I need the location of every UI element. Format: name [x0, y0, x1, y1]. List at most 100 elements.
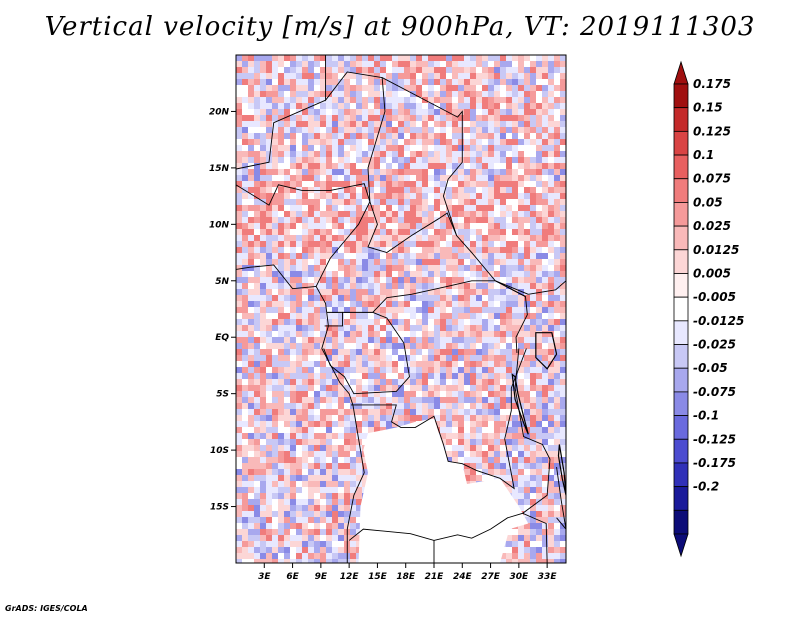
- field-cell: [308, 403, 314, 409]
- field-cell: [476, 151, 482, 157]
- field-cell: [536, 97, 542, 103]
- field-cell: [542, 433, 548, 439]
- field-cell: [506, 121, 512, 127]
- field-cell: [446, 319, 452, 325]
- field-cell: [494, 325, 500, 331]
- field-cell: [464, 415, 470, 421]
- field-cell: [470, 67, 476, 73]
- field-cell: [326, 559, 332, 563]
- lon-tick-label: 24E: [453, 572, 473, 582]
- field-cell: [314, 115, 320, 121]
- field-cell: [242, 109, 248, 115]
- field-cell: [326, 379, 332, 385]
- field-cell: [554, 445, 560, 451]
- field-cell: [392, 121, 398, 127]
- field-cell: [500, 133, 506, 139]
- field-cell: [404, 247, 410, 253]
- field-cell: [290, 211, 296, 217]
- field-cell: [332, 217, 338, 223]
- field-cell: [338, 475, 344, 481]
- field-cell: [434, 163, 440, 169]
- field-cell: [374, 157, 380, 163]
- field-cell: [332, 505, 338, 511]
- field-cell: [314, 151, 320, 157]
- field-cell: [308, 121, 314, 127]
- field-cell: [344, 337, 350, 343]
- field-cell: [548, 433, 554, 439]
- field-cell: [290, 451, 296, 457]
- field-cell: [272, 277, 278, 283]
- field-cell: [314, 403, 320, 409]
- field-cell: [338, 541, 344, 547]
- field-cell: [284, 265, 290, 271]
- field-cell: [548, 247, 554, 253]
- field-cell: [470, 55, 476, 61]
- field-cell: [506, 61, 512, 67]
- field-cell: [416, 85, 422, 91]
- field-cell: [494, 73, 500, 79]
- field-cell: [290, 163, 296, 169]
- field-cell: [398, 337, 404, 343]
- field-cell: [524, 349, 530, 355]
- field-cell: [266, 367, 272, 373]
- field-cell: [236, 331, 242, 337]
- field-cell: [302, 169, 308, 175]
- field-cell: [326, 127, 332, 133]
- field-cell: [350, 271, 356, 277]
- field-cell: [308, 367, 314, 373]
- field-cell: [314, 235, 320, 241]
- lat-tick-label: 20N: [209, 107, 230, 117]
- field-cell: [542, 331, 548, 337]
- field-cell: [470, 85, 476, 91]
- field-cell: [494, 247, 500, 253]
- field-cell: [326, 169, 332, 175]
- field-cell: [272, 139, 278, 145]
- field-cell: [500, 157, 506, 163]
- field-cell: [476, 127, 482, 133]
- field-cell: [446, 427, 452, 433]
- field-cell: [512, 415, 518, 421]
- field-cell: [272, 475, 278, 481]
- lat-tick-label: 10N: [209, 220, 230, 230]
- field-cell: [422, 259, 428, 265]
- field-cell: [464, 199, 470, 205]
- field-cell: [434, 97, 440, 103]
- field-cell: [272, 529, 278, 535]
- field-cell: [302, 235, 308, 241]
- field-cell: [296, 343, 302, 349]
- field-cell: [494, 415, 500, 421]
- field-cell: [524, 169, 530, 175]
- field-cell: [326, 409, 332, 415]
- field-cell: [476, 355, 482, 361]
- field-cell: [548, 439, 554, 445]
- field-cell: [344, 385, 350, 391]
- field-cell: [530, 181, 536, 187]
- field-cell: [314, 97, 320, 103]
- field-cell: [380, 211, 386, 217]
- field-cell: [560, 79, 566, 85]
- field-cell: [278, 427, 284, 433]
- field-cell: [254, 301, 260, 307]
- field-cell: [512, 139, 518, 145]
- field-cell: [296, 91, 302, 97]
- field-cell: [308, 241, 314, 247]
- field-cell: [410, 397, 416, 403]
- field-cell: [386, 403, 392, 409]
- field-cell: [500, 409, 506, 415]
- field-cell: [482, 109, 488, 115]
- field-cell: [548, 61, 554, 67]
- field-cell: [422, 301, 428, 307]
- field-cell: [434, 73, 440, 79]
- field-cell: [500, 265, 506, 271]
- field-cell: [356, 235, 362, 241]
- field-cell: [524, 463, 530, 469]
- field-cell: [302, 511, 308, 517]
- field-cell: [344, 187, 350, 193]
- field-cell: [350, 139, 356, 145]
- field-cell: [434, 319, 440, 325]
- credit-text: GrADS: IGES/COLA: [5, 604, 88, 613]
- field-cell: [518, 151, 524, 157]
- field-cell: [404, 169, 410, 175]
- field-cell: [440, 283, 446, 289]
- field-cell: [314, 145, 320, 151]
